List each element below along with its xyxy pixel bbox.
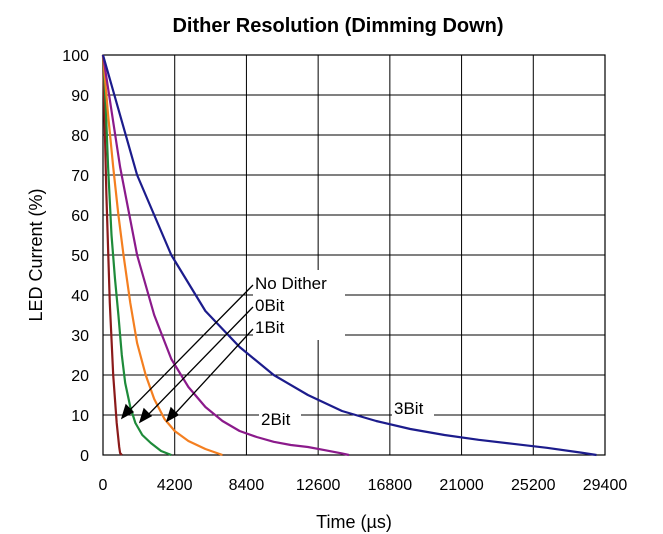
y-tick-labels: 0 10 20 30 40 50 60 70 80 90 100	[62, 48, 89, 465]
series-lines	[101, 54, 597, 457]
arrow-head-0bit	[138, 407, 153, 424]
arrow-head-no-dither	[120, 403, 135, 420]
arrow-no-dither	[125, 284, 254, 415]
x-tick-label: 25200	[511, 477, 556, 494]
label-1bit: 1Bit	[255, 318, 285, 337]
y-tick-label: 80	[71, 128, 89, 145]
label-box-2bit	[259, 409, 301, 429]
y-tick-label: 90	[71, 88, 89, 105]
y-tick-label: 20	[71, 368, 89, 385]
label-0bit: 0Bit	[255, 296, 285, 315]
x-tick-label: 16800	[368, 477, 413, 494]
y-tick-label: 0	[80, 448, 89, 465]
x-tick-label: 0	[99, 477, 108, 494]
series-line-1bit	[101, 54, 223, 457]
x-tick-label: 29400	[583, 477, 628, 494]
y-tick-label: 10	[71, 408, 89, 425]
x-tick-labels: 0 4200 8400 12600 16800 21000 25200 29400	[99, 477, 628, 494]
y-tick-label: 30	[71, 328, 89, 345]
arrow-0bit	[144, 306, 254, 419]
arrow-1bit	[171, 328, 254, 418]
label-box-dither	[253, 270, 345, 340]
plot-frame	[102, 54, 606, 456]
label-no-dither: No Dither	[255, 274, 327, 293]
series-line-0bit	[101, 54, 172, 457]
y-tick-label: 60	[71, 208, 89, 225]
annotation-arrows	[120, 284, 254, 424]
series-line-2bit	[101, 54, 350, 457]
series-line-no-dither	[101, 54, 123, 456]
label-2bit: 2Bit	[261, 410, 291, 429]
arrow-head-1bit	[165, 406, 180, 423]
y-tick-label: 40	[71, 288, 89, 305]
y-tick-label: 70	[71, 168, 89, 185]
y-axis-title: LED Current (%)	[26, 188, 46, 321]
x-tick-label: 4200	[157, 477, 193, 494]
label-3bit: 3Bit	[394, 399, 424, 418]
label-box-3bit	[392, 398, 434, 418]
x-axis-title: Time (µs)	[316, 512, 392, 532]
series-line-3bit	[101, 54, 597, 457]
y-tick-label: 50	[71, 248, 89, 265]
x-tick-label: 12600	[296, 477, 341, 494]
x-tick-label: 21000	[439, 477, 484, 494]
y-tick-label: 100	[62, 48, 89, 65]
chart-title: Dither Resolution (Dimming Down)	[172, 15, 503, 37]
x-tick-label: 8400	[229, 477, 265, 494]
annotation-labels: No Dither 0Bit 1Bit 2Bit 3Bit	[253, 270, 434, 429]
